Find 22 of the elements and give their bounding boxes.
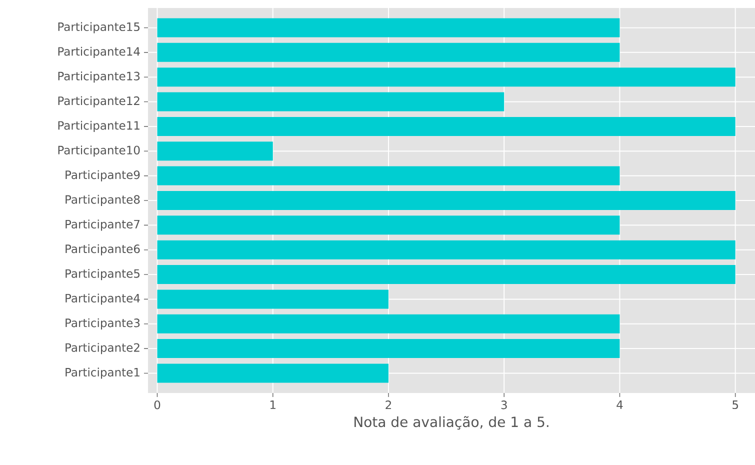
y-tick-label: Participante12 — [58, 96, 140, 108]
y-tick-label: Participante10 — [58, 146, 140, 157]
x-tick-label: 3 — [501, 400, 507, 410]
x-axis-title: Nota de avaliação, de 1 a 5. — [354, 416, 548, 430]
y-tick-label: Participante15 — [58, 22, 140, 34]
y-tick-label: Participante7 — [66, 220, 140, 231]
x-tick-label: 5 — [732, 400, 738, 410]
y-tick-label: Participante1 — [66, 368, 140, 379]
y-tick-label: Participante14 — [58, 46, 140, 58]
y-tick-label: Participante11 — [58, 120, 140, 132]
y-tick-label: Participante13 — [58, 72, 140, 83]
x-tick-label: 2 — [386, 400, 391, 410]
y-tick-label: Participante8 — [66, 194, 140, 206]
y-tick-label: Participante3 — [66, 318, 140, 330]
y-tick-label: Participante4 — [66, 294, 140, 305]
x-tick-label: 4 — [616, 400, 623, 409]
y-tick-label: Participante6 — [66, 244, 140, 256]
x-tick-label: 1 — [270, 400, 276, 409]
y-tick-label: Participante5 — [66, 268, 140, 280]
y-tick-label: Participante9 — [66, 170, 140, 182]
x-tick-label: 0 — [154, 400, 160, 410]
y-tick-label: Participante2 — [66, 343, 140, 354]
